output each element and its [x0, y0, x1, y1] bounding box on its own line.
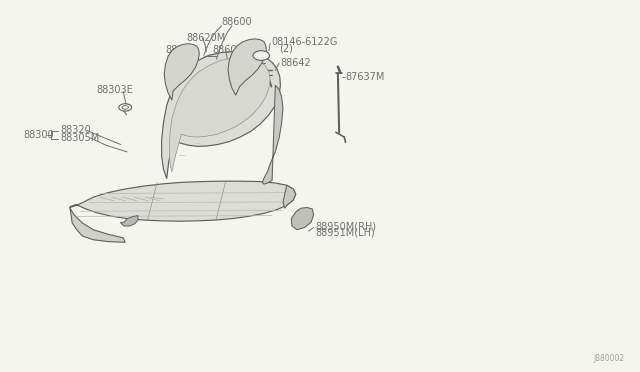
Text: (2): (2) — [279, 43, 293, 53]
Polygon shape — [291, 208, 314, 230]
Text: J880002: J880002 — [593, 354, 625, 363]
Text: 88611: 88611 — [166, 45, 196, 55]
Text: 88642: 88642 — [280, 58, 311, 68]
Polygon shape — [228, 39, 266, 95]
Polygon shape — [164, 44, 199, 100]
Text: 88300: 88300 — [23, 130, 54, 140]
Text: S: S — [259, 52, 264, 58]
Text: 88950M(RH): 88950M(RH) — [315, 221, 376, 231]
Text: 88305M: 88305M — [60, 133, 99, 143]
Polygon shape — [70, 208, 125, 242]
Text: 87637M: 87637M — [346, 72, 385, 82]
Text: 88620M: 88620M — [186, 33, 225, 43]
Text: 88600: 88600 — [221, 17, 252, 27]
Polygon shape — [283, 185, 296, 208]
Polygon shape — [170, 57, 270, 172]
Polygon shape — [70, 181, 296, 221]
Text: 08146-6122G: 08146-6122G — [271, 37, 338, 47]
Text: 88601: 88601 — [212, 45, 243, 55]
Text: 88951M(LH): 88951M(LH) — [315, 227, 374, 237]
Polygon shape — [162, 51, 280, 179]
Polygon shape — [121, 216, 138, 226]
Text: 88303E: 88303E — [97, 85, 133, 94]
Circle shape — [253, 51, 269, 60]
Text: 88320: 88320 — [60, 125, 91, 135]
Polygon shape — [262, 85, 283, 184]
